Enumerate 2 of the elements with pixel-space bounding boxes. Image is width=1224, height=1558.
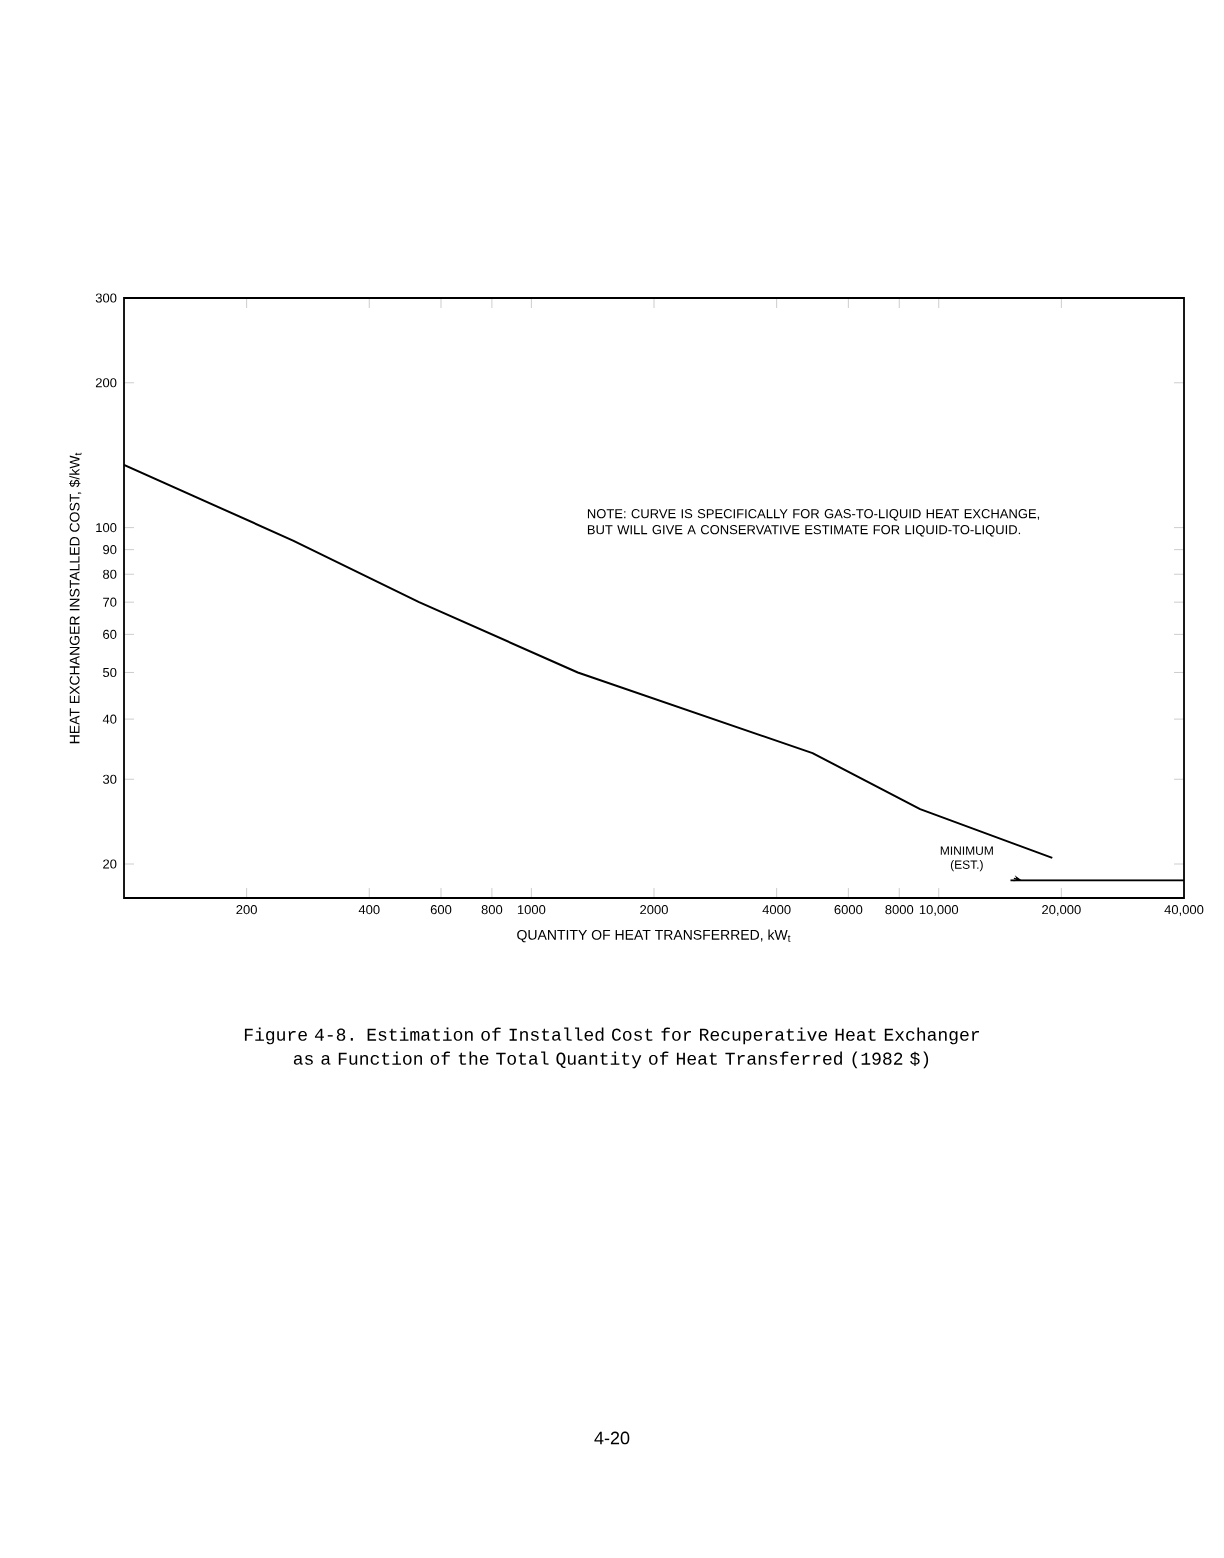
caption: Figure 4-8. Estimation of Installed Cost for Recuperative Heat Exchanger as a Function of the Total Quantity of Heat Transferred (1982 $) (244, 1027, 980, 1069)
text: 4-20 (594, 1431, 630, 1445)
